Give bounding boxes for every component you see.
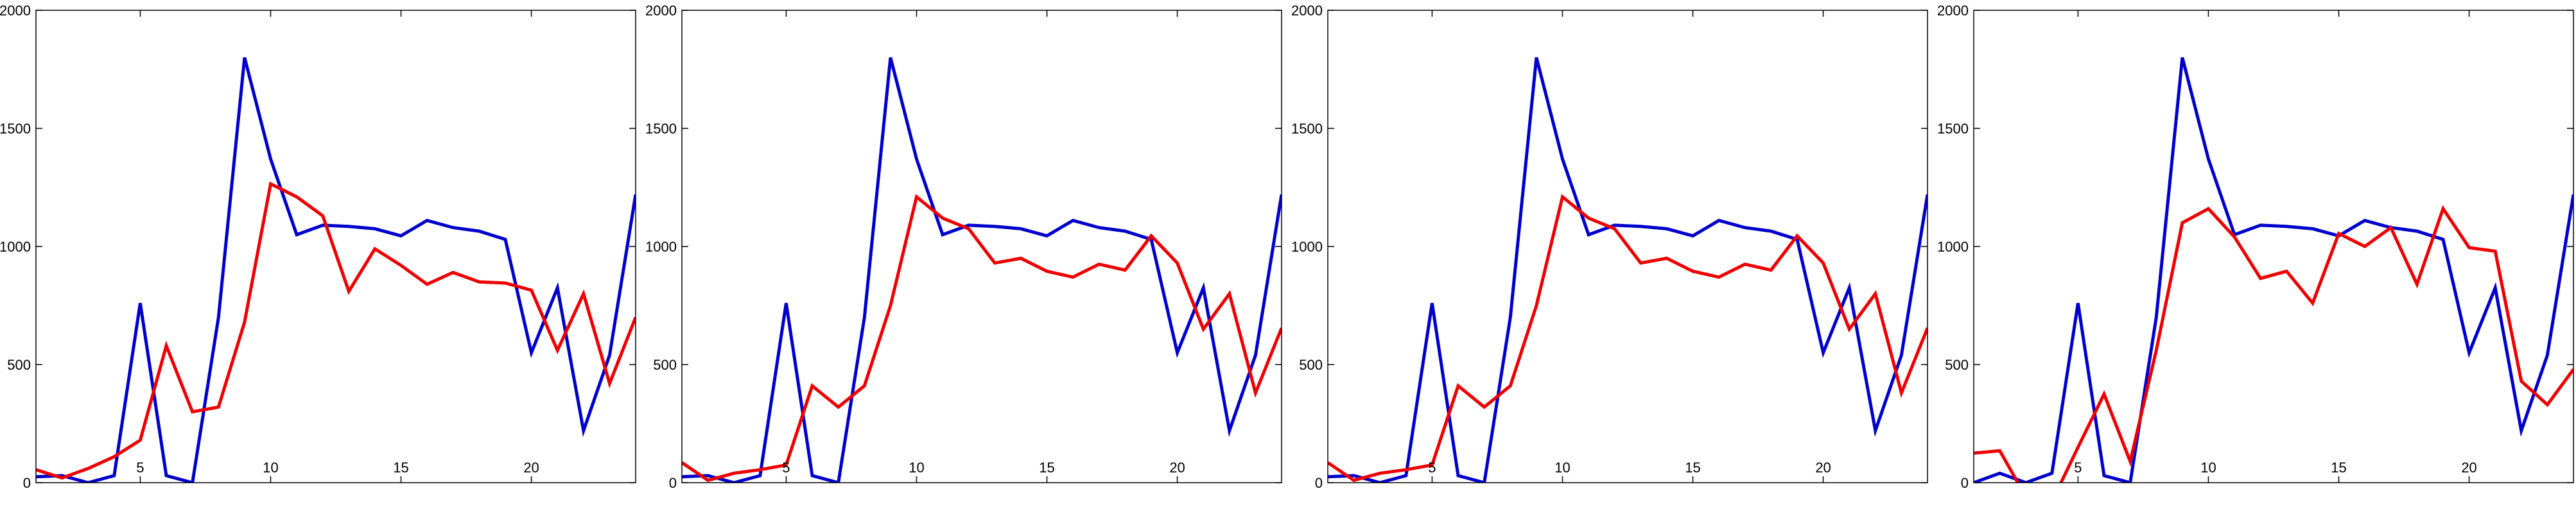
x-tick-label: 15 xyxy=(1685,460,1700,476)
x-tick-label: 20 xyxy=(523,460,539,476)
y-tick-label: 500 xyxy=(1299,357,1323,373)
y-tick-label: 500 xyxy=(653,357,677,373)
series-line-1 xyxy=(1974,56,2573,483)
y-tick-label: 2000 xyxy=(645,3,677,19)
y-tick-label: 1500 xyxy=(645,121,677,137)
y-tick-label: 0 xyxy=(23,475,31,491)
y-tick-label: 500 xyxy=(1945,357,1969,373)
plot-frame xyxy=(35,10,636,483)
x-tick-label: 10 xyxy=(263,460,278,476)
x-tick-label: 15 xyxy=(2331,460,2346,476)
x-tick-label: 5 xyxy=(136,460,144,476)
y-tick-label: 1500 xyxy=(1291,121,1323,137)
x-tick-label: 5 xyxy=(1428,460,1436,476)
series-line-1 xyxy=(1328,56,1928,483)
plot-frame xyxy=(1973,10,2574,483)
x-tick-label: 15 xyxy=(1039,460,1054,476)
chart-panel-4: 0 500 1000 1500 2000 5 10 15 20 xyxy=(1937,3,2574,491)
chart-panel-1: 0 500 1000 1500 2000 5 10 15 20 xyxy=(0,3,636,491)
y-tick-label: 0 xyxy=(1961,475,1969,491)
series-line-2 xyxy=(1974,205,2573,483)
y-tick-label: 500 xyxy=(7,357,31,373)
y-tick-label: 2000 xyxy=(1937,3,1969,19)
x-tick-label: 20 xyxy=(1169,460,1185,476)
x-tick-label: 10 xyxy=(909,460,924,476)
y-tick-label: 0 xyxy=(669,475,677,491)
x-tick-label: 15 xyxy=(393,460,408,476)
series-line-1 xyxy=(682,56,1282,483)
y-tick-label: 1500 xyxy=(0,121,31,137)
y-tick-label: 2000 xyxy=(1291,3,1323,19)
x-tick-label: 10 xyxy=(2200,460,2216,476)
y-tick-label: 1000 xyxy=(1291,239,1323,255)
y-tick-label: 1500 xyxy=(1937,121,1969,137)
x-tick-label: 5 xyxy=(2074,460,2082,476)
x-tick-label: 10 xyxy=(1554,460,1570,476)
y-tick-label: 1000 xyxy=(645,239,677,255)
x-tick-label: 5 xyxy=(782,460,790,476)
series-line-1 xyxy=(36,56,636,483)
y-tick-label: 2000 xyxy=(0,3,31,19)
y-tick-label: 0 xyxy=(1315,475,1323,491)
series-line-2 xyxy=(682,194,1282,483)
series-line-2 xyxy=(36,181,636,480)
chart-panel-3: 0 500 1000 1500 2000 5 10 15 20 xyxy=(1291,3,1928,491)
chart-panel-2: 0 500 1000 1500 2000 5 10 15 20 xyxy=(645,3,1282,491)
x-tick-label: 20 xyxy=(1815,460,1831,476)
y-tick-label: 1000 xyxy=(1937,239,1969,255)
y-tick-label: 1000 xyxy=(0,239,31,255)
series-line-2 xyxy=(1328,194,1928,483)
x-tick-label: 20 xyxy=(2461,460,2476,476)
